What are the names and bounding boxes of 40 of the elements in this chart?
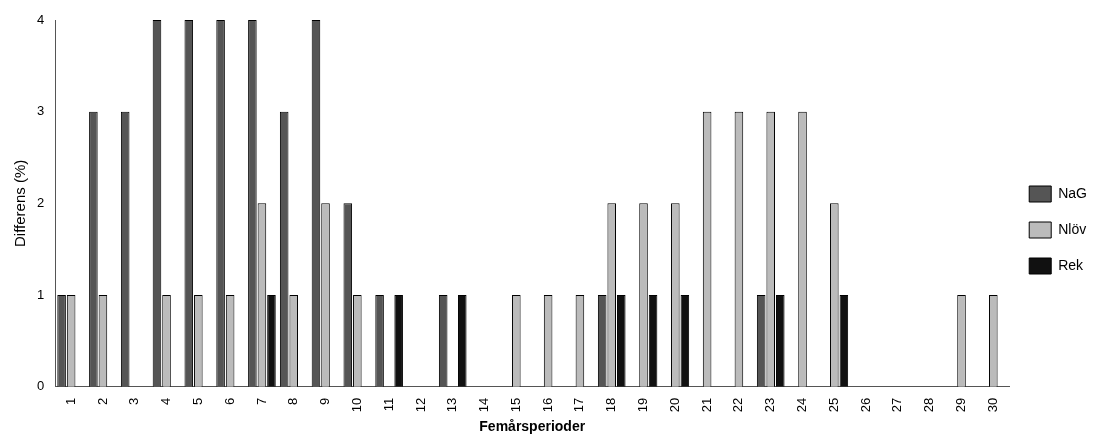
x-tick-label: 28 bbox=[921, 397, 937, 413]
x-tick-label: 20 bbox=[666, 397, 682, 413]
x-tick-label: 29 bbox=[953, 397, 969, 413]
x-tick-label: 5 bbox=[189, 397, 205, 405]
x-tick-label: 1 bbox=[62, 397, 78, 405]
x-tick-label: 24 bbox=[794, 397, 810, 413]
x-tick-label: 7 bbox=[253, 397, 269, 405]
x-tick-label: 2 bbox=[94, 397, 110, 405]
legend-label: NaG bbox=[1058, 184, 1088, 201]
x-tick-label: 25 bbox=[825, 397, 841, 413]
x-tick-label: 6 bbox=[221, 397, 237, 405]
x-tick-label: 3 bbox=[126, 397, 142, 405]
y-tick-label: 4 bbox=[37, 11, 45, 27]
x-tick-label: 9 bbox=[317, 397, 333, 405]
x-tick-label: 8 bbox=[285, 397, 301, 405]
y-tick-label: 2 bbox=[37, 194, 45, 210]
x-tick-label: 22 bbox=[730, 397, 746, 413]
x-tick-label: 21 bbox=[698, 397, 714, 413]
x-axis-title: Femårsperioder bbox=[479, 418, 586, 435]
x-tick-label: 26 bbox=[857, 397, 873, 413]
x-tick-label: 14 bbox=[476, 397, 492, 413]
x-tick-label: 30 bbox=[984, 397, 1000, 413]
y-tick-label: 0 bbox=[37, 378, 45, 394]
y-tick-label: 3 bbox=[37, 103, 45, 119]
x-tick-label: 15 bbox=[507, 397, 523, 413]
x-tick-label: 18 bbox=[603, 397, 619, 413]
y-axis-title: Differens (%) bbox=[11, 159, 29, 247]
x-tick-label: 23 bbox=[762, 397, 778, 413]
legend-label: Rek bbox=[1058, 256, 1085, 273]
x-tick-label: 27 bbox=[889, 397, 905, 413]
y-tick-label: 1 bbox=[37, 286, 45, 302]
x-tick-label: 17 bbox=[571, 397, 587, 413]
x-tick-label: 19 bbox=[635, 397, 651, 413]
x-tick-label: 10 bbox=[348, 397, 364, 413]
x-tick-label: 4 bbox=[158, 397, 174, 405]
x-tick-label: 12 bbox=[412, 397, 428, 413]
x-tick-label: 16 bbox=[539, 397, 555, 413]
x-tick-label: 11 bbox=[380, 397, 396, 412]
x-tick-label: 13 bbox=[444, 397, 460, 413]
legend-label: Nlöv bbox=[1058, 220, 1087, 237]
